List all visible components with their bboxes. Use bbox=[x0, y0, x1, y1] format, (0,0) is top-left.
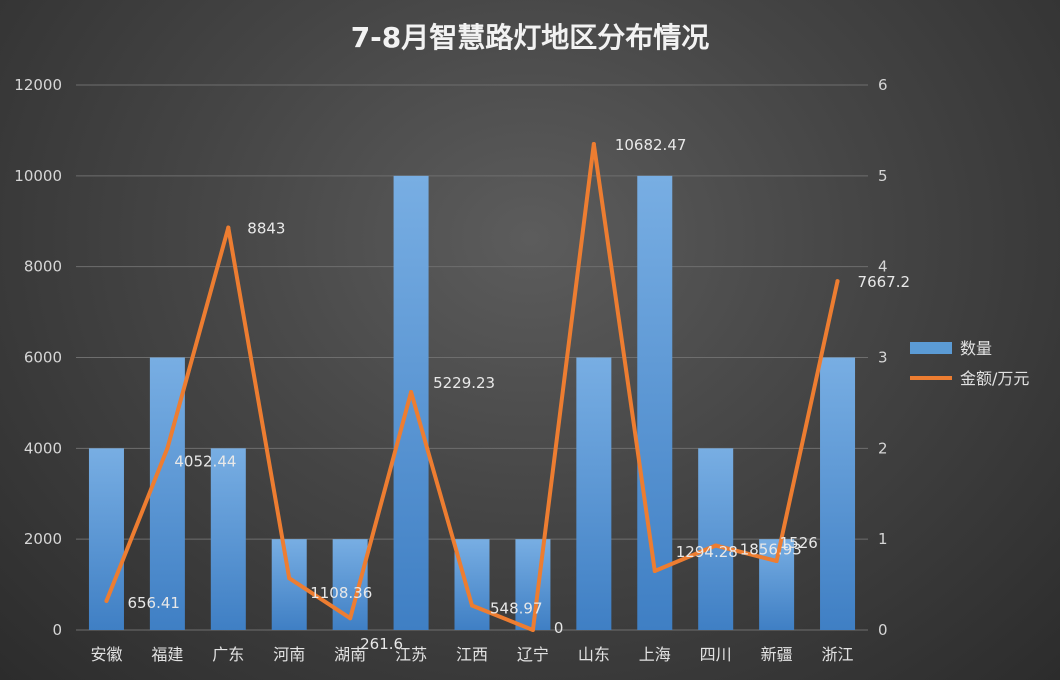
line-point bbox=[165, 446, 170, 451]
line-point bbox=[591, 142, 596, 147]
legend-label-amount: 金额/万元 bbox=[960, 369, 1029, 388]
y-right-tick-label: 2 bbox=[878, 439, 888, 457]
line-data-label: 0 bbox=[554, 619, 564, 637]
bar-quantity bbox=[454, 539, 490, 630]
y-left-tick-label: 2000 bbox=[24, 530, 62, 548]
y-right-tick-label: 4 bbox=[878, 258, 888, 276]
line-point bbox=[835, 279, 840, 284]
line-point bbox=[287, 576, 292, 581]
chart-title: 7-8月智慧路灯地区分布情况 bbox=[351, 21, 710, 54]
line-point bbox=[713, 543, 718, 548]
label-layer: 656.41 4052.44 8843 1108.36 261.6 5229.23 548.… bbox=[127, 136, 910, 653]
bar-quantity bbox=[698, 448, 734, 630]
x-tick-label: 湖南 bbox=[334, 645, 366, 664]
line-point bbox=[774, 558, 779, 563]
bar-quantity bbox=[820, 357, 856, 630]
legend-label-quantity: 数量 bbox=[960, 339, 992, 358]
x-tick-label: 上海 bbox=[639, 645, 671, 664]
x-tick-label: 江西 bbox=[456, 645, 488, 664]
y-right-tick-label: 3 bbox=[878, 349, 888, 367]
line-data-label: 1294.28 bbox=[676, 543, 738, 561]
line-point bbox=[226, 225, 231, 230]
line-data-label: 5229.23 bbox=[433, 374, 495, 392]
x-tick-label: 河南 bbox=[273, 645, 305, 664]
bar-quantity bbox=[576, 357, 612, 630]
grid-layer bbox=[76, 84, 868, 631]
line-data-label: 1526 bbox=[780, 534, 818, 552]
y-right-tick-label: 1 bbox=[878, 530, 888, 548]
x-tick-label: 山东 bbox=[578, 645, 610, 664]
line-data-label: 4052.44 bbox=[174, 452, 236, 470]
x-tick-label: 福建 bbox=[151, 645, 183, 664]
y-left-tick-label: 10000 bbox=[14, 167, 62, 185]
x-tick-label: 广东 bbox=[212, 645, 244, 664]
line-data-label: 656.41 bbox=[127, 594, 180, 612]
y-left-tick-label: 0 bbox=[52, 621, 62, 639]
line-data-label: 10682.47 bbox=[615, 136, 687, 154]
line-point bbox=[530, 628, 535, 632]
x-tick-label: 新疆 bbox=[761, 645, 793, 664]
x-tick-label: 江苏 bbox=[395, 645, 427, 664]
x-tick-label: 四川 bbox=[700, 645, 732, 664]
line-data-label: 1108.36 bbox=[310, 584, 372, 602]
y-right-tick-label: 6 bbox=[878, 76, 888, 94]
line-data-label: 8843 bbox=[247, 220, 285, 238]
line-point bbox=[470, 603, 474, 608]
y-left-tick-label: 8000 bbox=[24, 258, 62, 276]
axis-layer: 0 2000 4000 6000 8000 10000 12000 0 1 2 3 4 5 6 安徽 福建 广东… bbox=[14, 76, 887, 664]
y-left-tick-label: 6000 bbox=[24, 349, 62, 367]
x-tick-label: 安徽 bbox=[90, 645, 122, 664]
bar-layer bbox=[88, 175, 856, 631]
line-point bbox=[409, 390, 414, 395]
bar-quantity bbox=[393, 175, 429, 631]
y-right-tick-label: 5 bbox=[878, 167, 888, 185]
bar-quantity bbox=[210, 448, 246, 630]
y-left-tick-label: 12000 bbox=[14, 76, 62, 94]
bar-quantity bbox=[637, 175, 673, 631]
line-data-label: 261.6 bbox=[360, 635, 403, 653]
x-tick-label: 辽宁 bbox=[517, 645, 549, 664]
line-data-label: 548.97 bbox=[490, 599, 543, 617]
legend-swatch-quantity bbox=[910, 342, 952, 354]
line-point bbox=[652, 568, 657, 573]
line-point bbox=[104, 598, 109, 603]
y-right-tick-label: 0 bbox=[878, 621, 888, 639]
line-layer bbox=[104, 142, 840, 632]
x-tick-label: 浙江 bbox=[822, 645, 854, 664]
line-data-label: 7667.2 bbox=[858, 273, 911, 291]
line-point bbox=[348, 616, 353, 621]
y-left-tick-label: 4000 bbox=[24, 439, 62, 457]
line-data-label: 1856.93 bbox=[740, 541, 802, 559]
